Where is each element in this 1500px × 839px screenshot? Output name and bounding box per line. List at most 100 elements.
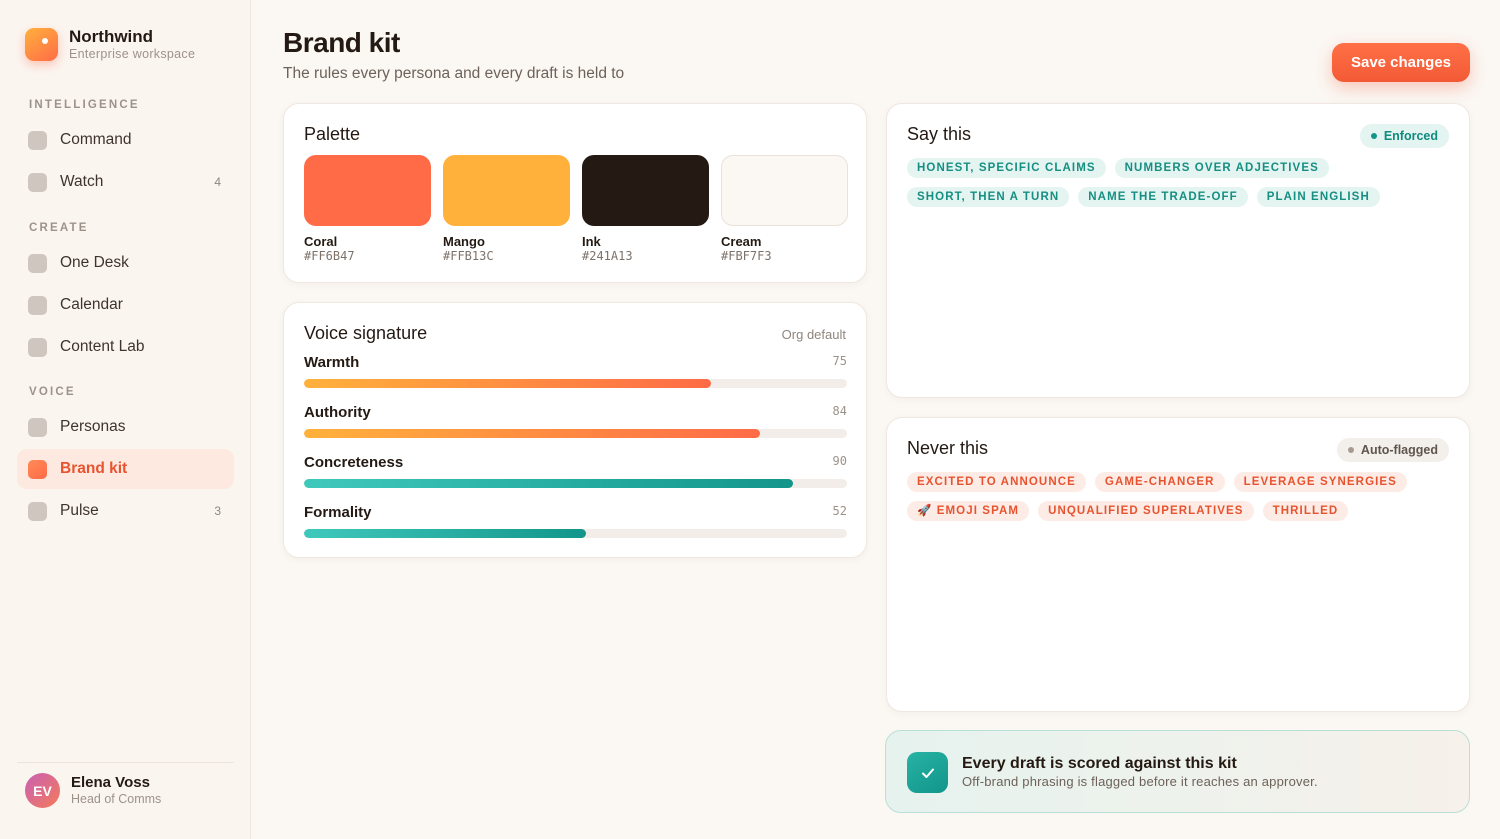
rule-chip[interactable]: EXCITED TO ANNOUNCE: [907, 472, 1086, 492]
swatch-color: [304, 155, 431, 226]
swatch-name: Cream: [721, 234, 762, 249]
sidebar-item-label: Pulse: [60, 502, 99, 519]
sidebar-item-command[interactable]: Command: [17, 120, 234, 160]
nav-section-voice: VOICE Personas Brand kit Pulse 3: [0, 385, 251, 531]
sidebar-item-count: 3: [214, 504, 221, 518]
trait-slider[interactable]: [304, 479, 847, 488]
palette-card: Palette Coral #FF6B47 Mango #FFB13C Ink …: [283, 103, 867, 283]
sidebar: Northwind Enterprise workspace INTELLIGE…: [0, 0, 251, 839]
status-badge: Auto-flagged: [1336, 438, 1449, 462]
brand-kit-icon: [28, 459, 47, 479]
rule-chip[interactable]: HONEST, SPECIFIC CLAIMS: [907, 158, 1106, 178]
sidebar-item-label: Command: [60, 131, 132, 148]
trait-slider-fill: [304, 379, 712, 388]
card-title: Say this: [907, 124, 972, 144]
sidebar-item-pulse[interactable]: Pulse 3: [17, 491, 234, 531]
workspace-subtitle: Enterprise workspace: [69, 47, 196, 61]
swatch-name: Mango: [443, 234, 485, 249]
rule-chip[interactable]: NAME THE TRADE-OFF: [1078, 187, 1248, 207]
trait-slider[interactable]: [304, 529, 847, 538]
trait-label: Concreteness: [304, 454, 404, 471]
voice-meta: Org default: [781, 327, 846, 342]
swatch-name: Ink: [582, 234, 601, 249]
swatch-hex: #FFB13C: [443, 249, 494, 263]
sidebar-item-label: Content Lab: [60, 338, 145, 355]
check-icon: [907, 752, 948, 793]
chip-list: EXCITED TO ANNOUNCE GAME-CHANGER LEVERAGE …: [907, 472, 1452, 521]
rule-chip[interactable]: 🚀 EMOJI SPAM: [907, 501, 1030, 521]
avatar: EV: [25, 773, 60, 808]
swatch-mango[interactable]: Mango #FFB13C: [443, 155, 570, 264]
nav-heading: INTELLIGENCE: [29, 99, 140, 111]
divider: [17, 762, 234, 763]
command-icon: [28, 130, 47, 150]
workspace-brand[interactable]: Northwind Enterprise workspace: [25, 27, 195, 62]
sidebar-item-content-lab[interactable]: Content Lab: [17, 327, 234, 367]
trait-slider-fill: [304, 429, 761, 438]
scoring-banner: Every draft is scored against this kit O…: [885, 730, 1470, 813]
swatch-name: Coral: [304, 234, 338, 249]
sidebar-item-calendar[interactable]: Calendar: [17, 285, 234, 325]
trait-label: Authority: [304, 404, 371, 421]
trait-concreteness[interactable]: Concreteness 90: [304, 454, 847, 488]
trait-value: 84: [832, 404, 847, 418]
nav-section-create: CREATE One Desk Calendar Content Lab: [0, 221, 251, 367]
trait-slider[interactable]: [304, 379, 847, 388]
trait-warmth[interactable]: Warmth 75: [304, 354, 847, 388]
sidebar-item-label: Personas: [60, 418, 126, 435]
card-title: Voice signature: [304, 323, 428, 343]
one-desk-icon: [28, 253, 47, 273]
page-subtitle: The rules every persona and every draft …: [283, 65, 625, 82]
rule-chip[interactable]: UNQUALIFIED SUPERLATIVES: [1038, 501, 1254, 521]
pulse-icon: [28, 501, 47, 521]
content-lab-icon: [28, 337, 47, 357]
rule-chip[interactable]: SHORT, THEN A TURN: [907, 187, 1070, 207]
trait-authority[interactable]: Authority 84: [304, 404, 847, 438]
trait-label: Formality: [304, 504, 372, 521]
rule-chip[interactable]: PLAIN ENGLISH: [1256, 187, 1380, 207]
trait-formality[interactable]: Formality 52: [304, 504, 847, 538]
sidebar-item-one-desk[interactable]: One Desk: [17, 243, 234, 283]
rule-chip[interactable]: NUMBERS OVER ADJECTIVES: [1114, 158, 1329, 178]
status-badge: Enforced: [1359, 124, 1449, 148]
swatch-color: [721, 155, 848, 226]
nav-heading: VOICE: [29, 386, 76, 398]
chip-list: HONEST, SPECIFIC CLAIMS NUMBERS OVER ADJE…: [907, 158, 1452, 207]
watch-icon: [28, 172, 47, 192]
trait-label: Warmth: [304, 354, 360, 371]
workspace-name: Northwind: [69, 27, 154, 46]
sidebar-item-brand-kit[interactable]: Brand kit: [17, 449, 234, 489]
swatch-hex: #241A13: [582, 249, 633, 263]
save-button[interactable]: Save changes: [1332, 43, 1470, 82]
card-title: Never this: [907, 438, 989, 458]
swatch-ink[interactable]: Ink #241A13: [582, 155, 709, 264]
banner-subtitle: Off-brand phrasing is flagged before it …: [962, 774, 1318, 789]
user-name: Elena Voss: [71, 774, 150, 791]
swatch-color: [443, 155, 570, 226]
nav-heading: CREATE: [29, 222, 89, 234]
user-role: Head of Comms: [71, 792, 162, 806]
voice-signature-card: Voice signature Org default Warmth 75 Auth…: [283, 302, 867, 558]
trait-slider-fill: [304, 529, 587, 538]
rule-chip[interactable]: GAME-CHANGER: [1094, 472, 1225, 492]
trait-value: 75: [832, 354, 847, 368]
sidebar-item-watch[interactable]: Watch 4: [17, 162, 234, 202]
swatch-cream[interactable]: Cream #FBF7F3: [721, 155, 848, 264]
trait-value: 52: [832, 504, 847, 518]
rule-chip[interactable]: THRILLED: [1262, 501, 1349, 521]
sidebar-item-label: One Desk: [60, 254, 129, 271]
say-this-card: Say this Enforced HONEST, SPECIFIC CLAIM…: [886, 103, 1470, 398]
calendar-icon: [28, 295, 47, 315]
trait-slider[interactable]: [304, 429, 847, 438]
sidebar-item-personas[interactable]: Personas: [17, 407, 234, 447]
swatch-coral[interactable]: Coral #FF6B47: [304, 155, 431, 264]
rule-chip[interactable]: LEVERAGE SYNERGIES: [1233, 472, 1407, 492]
sidebar-item-count: 4: [214, 175, 221, 189]
trait-value: 90: [832, 454, 847, 468]
user-profile[interactable]: EV Elena Voss Head of Comms: [25, 773, 161, 808]
page-title: Brand kit: [283, 27, 400, 58]
workspace-logo-icon: [25, 28, 58, 61]
swatch-color: [582, 155, 709, 226]
nav-section-intelligence: INTELLIGENCE Command Watch 4: [0, 98, 251, 202]
sidebar-item-label: Brand kit: [60, 460, 128, 477]
